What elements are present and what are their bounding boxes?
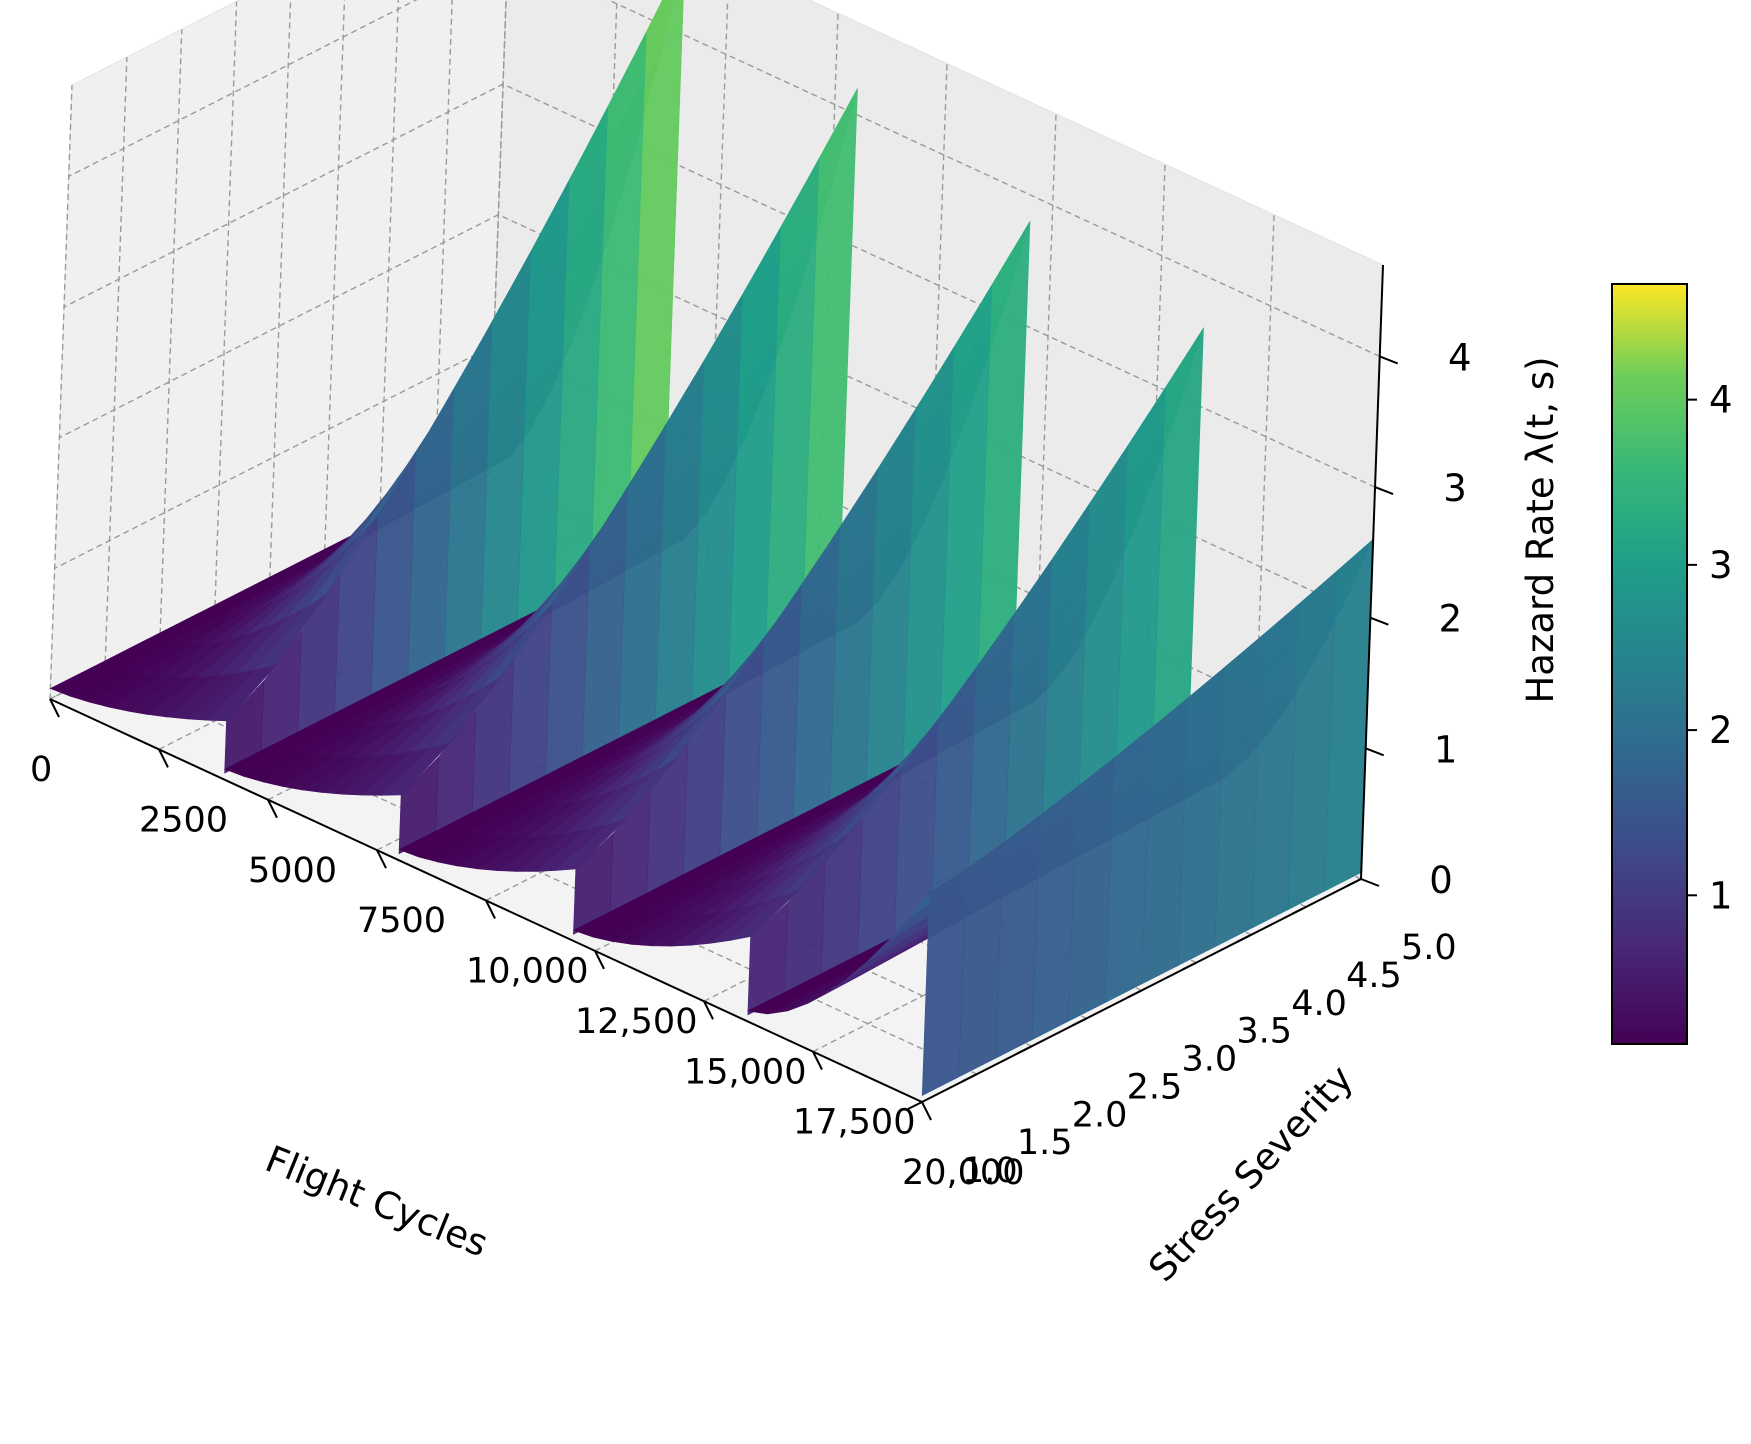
x-tick-label: 12,500 bbox=[575, 1002, 697, 1042]
y-tick-label: 4.5 bbox=[1346, 956, 1402, 996]
y-tick-mark bbox=[1127, 989, 1142, 999]
y-tick-mark bbox=[1072, 1017, 1088, 1027]
y-tick-label: 3.0 bbox=[1182, 1040, 1238, 1080]
y-tick-label: 1.0 bbox=[962, 1151, 1018, 1191]
grid-line-z bbox=[68, 0, 1380, 358]
x-tick-mark bbox=[267, 799, 278, 819]
x-axis-label: Flight Cycles bbox=[259, 1137, 493, 1265]
z-tick-label: 2 bbox=[1439, 598, 1463, 641]
z-tick-label: 4 bbox=[1448, 336, 1472, 379]
z-tick-mark bbox=[1369, 616, 1389, 626]
reset-wall-patch bbox=[921, 868, 967, 1096]
y-tick-label: 1.5 bbox=[1017, 1123, 1073, 1163]
x-tick-label: 0 bbox=[30, 750, 52, 790]
x-tick-mark bbox=[485, 900, 496, 919]
x-tick-mark bbox=[703, 1000, 714, 1020]
colorbar-tick-label: 3 bbox=[1709, 544, 1733, 587]
y-tick-mark bbox=[907, 1101, 923, 1110]
z-tick-label: 3 bbox=[1443, 467, 1467, 510]
x-tick-mark bbox=[376, 849, 387, 869]
colorbar-tick-label: 1 bbox=[1709, 874, 1733, 917]
x-tick-mark bbox=[921, 1101, 932, 1121]
x-tick-label: 17,500 bbox=[793, 1103, 915, 1143]
y-tick-mark bbox=[1236, 933, 1252, 943]
x-tick-label: 5000 bbox=[248, 851, 337, 891]
z-tick-mark bbox=[1365, 747, 1385, 757]
y-tick-label: 2.0 bbox=[1072, 1095, 1128, 1135]
x-tick-label: 10,000 bbox=[466, 952, 588, 992]
x-tick-label: 15,000 bbox=[684, 1052, 806, 1092]
z-axis-line bbox=[1360, 264, 1384, 880]
z-tick-label: 1 bbox=[1434, 728, 1458, 771]
z-tick-mark bbox=[1360, 878, 1380, 887]
x-tick-label: 2500 bbox=[139, 800, 228, 840]
colorbar-label: Hazard Rate λ(t, s) bbox=[1519, 356, 1562, 703]
y-tick-mark bbox=[1291, 905, 1307, 915]
y-tick-label: 3.5 bbox=[1236, 1012, 1292, 1052]
colorbar: 1 2 3 4 Hazard Rate λ(t, s) bbox=[1519, 283, 1733, 1045]
x-tick-mark bbox=[812, 1051, 823, 1071]
z-tick-mark bbox=[1379, 355, 1399, 365]
x-tick-mark bbox=[49, 698, 60, 718]
grid-line-z bbox=[63, 83, 1376, 488]
y-tick-mark bbox=[962, 1073, 978, 1083]
colorbar-gradient bbox=[1611, 283, 1688, 1045]
y-tick-label: 2.5 bbox=[1127, 1067, 1183, 1107]
colorbar-tick-label: 2 bbox=[1709, 709, 1733, 752]
y-tick-mark bbox=[1181, 961, 1197, 971]
y-tick-mark bbox=[1017, 1045, 1033, 1055]
x-tick-mark bbox=[158, 748, 169, 768]
x-tick-mark bbox=[594, 950, 605, 970]
y-tick-label: 5.0 bbox=[1401, 928, 1457, 968]
z-tick-mark bbox=[1374, 486, 1394, 496]
x-tick-label: 20,000 bbox=[902, 1153, 1024, 1193]
z-tick-label: 0 bbox=[1429, 859, 1453, 902]
y-tick-mark bbox=[1346, 878, 1362, 887]
hazard-surface bbox=[49, 0, 1374, 1096]
colorbar-ticks: 1 2 3 4 bbox=[1687, 379, 1733, 917]
x-tick-label: 7500 bbox=[357, 901, 446, 941]
grid-line-z bbox=[59, 213, 1371, 619]
axes-ticks: 0 2500 5000 7500 10,000 12,500 15,000 17,500 20,… bbox=[30, 336, 1471, 1193]
y-tick-label: 4.0 bbox=[1291, 984, 1347, 1024]
colorbar-tick-label: 4 bbox=[1709, 379, 1733, 422]
